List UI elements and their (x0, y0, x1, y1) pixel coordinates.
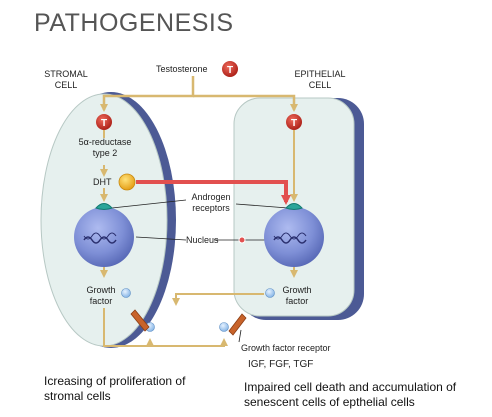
growth-factors-list: IGF, FGF, TGF (248, 359, 314, 370)
androgen-receptors-label: Androgen receptors (191, 192, 231, 213)
svg-text:T: T (227, 65, 233, 76)
growth-factor-dot-middle (219, 322, 229, 332)
androgen-receptor-stromal (95, 203, 113, 210)
svg-text:T: T (101, 118, 107, 129)
testosterone-symbol-epithelial: T (286, 114, 302, 130)
epithelial-cell-label: EPITHELIAL CELL (294, 69, 346, 90)
testosterone-symbol-top: T (222, 61, 238, 77)
growth-factor-dot-stromal (121, 288, 131, 298)
dht-label: DHT (93, 177, 112, 187)
stromal-outcome-caption: Icreasing of proliferation of stromal ce… (44, 374, 186, 403)
epithelial-outcome-caption: Impaired cell death and accumulation of … (244, 380, 457, 409)
dht-molecule (118, 173, 136, 191)
growth-factor-epithelial-label: Growth factor (282, 285, 312, 306)
growth-factor-stromal-label: Growth factor (86, 285, 116, 306)
testosterone-paths (100, 76, 298, 112)
growth-factor-receptor-label: Growth factor receptor (241, 343, 331, 353)
epithelial-nucleus (264, 207, 324, 267)
androgen-receptor-epithelial (285, 203, 303, 210)
svg-text:T: T (291, 118, 297, 129)
testosterone-label: Testosterone (156, 64, 208, 74)
page-title: PATHOGENESIS (34, 9, 234, 37)
growth-factor-receptor-left (130, 309, 150, 332)
paracrine-arrows (103, 293, 264, 347)
reductase-label: 5α-reductase type 2 (78, 137, 132, 158)
stromal-cell-label: STROMAL CELL (44, 69, 88, 90)
growth-factor-receptor-right (228, 313, 247, 336)
dht-pathway-arrow (136, 180, 291, 205)
nucleus-pointer-dot (238, 236, 246, 244)
growth-factor-dot-epithelial (265, 288, 275, 298)
stromal-nucleus (74, 207, 134, 267)
testosterone-symbol-stromal: T (96, 114, 112, 130)
nucleus-label: Nucleus (186, 235, 219, 245)
